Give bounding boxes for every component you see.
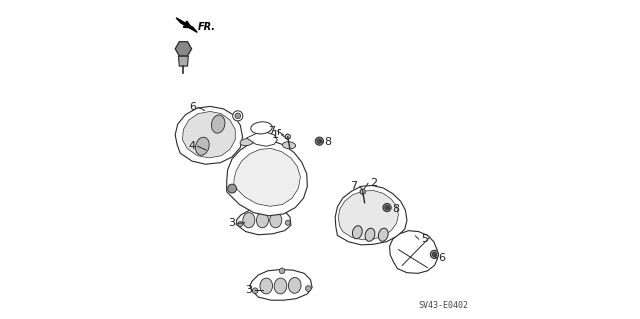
Circle shape [228, 184, 237, 193]
Circle shape [432, 252, 436, 256]
Polygon shape [236, 208, 291, 235]
Circle shape [252, 288, 258, 293]
Text: 1: 1 [272, 130, 279, 140]
Text: SV43-E0402: SV43-E0402 [419, 301, 468, 310]
Text: 8: 8 [324, 137, 332, 147]
Circle shape [285, 220, 291, 225]
Text: 4: 4 [188, 141, 195, 151]
Text: 6: 6 [438, 253, 445, 263]
Polygon shape [176, 18, 197, 33]
Ellipse shape [243, 213, 255, 228]
Text: FR.: FR. [198, 22, 216, 33]
Polygon shape [360, 189, 365, 195]
Circle shape [238, 221, 243, 226]
Polygon shape [175, 42, 191, 56]
Circle shape [383, 204, 391, 212]
Ellipse shape [269, 213, 282, 228]
Polygon shape [227, 141, 307, 216]
Polygon shape [339, 190, 399, 240]
Circle shape [385, 205, 389, 210]
Ellipse shape [251, 122, 272, 134]
Ellipse shape [261, 137, 275, 144]
Circle shape [316, 137, 323, 145]
Polygon shape [179, 56, 188, 66]
Text: 8: 8 [392, 204, 399, 213]
Circle shape [279, 268, 285, 274]
Circle shape [430, 250, 438, 258]
Polygon shape [246, 132, 277, 146]
Ellipse shape [211, 115, 225, 133]
Polygon shape [182, 111, 236, 158]
Polygon shape [250, 270, 312, 300]
Ellipse shape [240, 138, 253, 146]
Ellipse shape [282, 142, 296, 149]
Ellipse shape [257, 213, 268, 228]
Circle shape [233, 111, 243, 121]
Text: 3: 3 [228, 219, 236, 228]
Ellipse shape [289, 278, 301, 293]
Polygon shape [285, 134, 290, 140]
Ellipse shape [196, 137, 209, 155]
Text: 3: 3 [245, 285, 252, 295]
Polygon shape [335, 185, 407, 245]
Polygon shape [175, 106, 243, 164]
Text: 7: 7 [350, 182, 357, 191]
Text: 7: 7 [268, 126, 275, 136]
Ellipse shape [353, 226, 362, 239]
Polygon shape [390, 231, 438, 273]
Text: 6: 6 [189, 102, 196, 112]
Polygon shape [234, 148, 300, 206]
Ellipse shape [365, 228, 375, 241]
Ellipse shape [274, 278, 287, 294]
Text: 5: 5 [421, 234, 428, 244]
Circle shape [235, 113, 241, 119]
Circle shape [317, 139, 321, 143]
Ellipse shape [378, 228, 388, 241]
Text: 2: 2 [371, 178, 378, 188]
Circle shape [305, 286, 311, 291]
Ellipse shape [260, 278, 273, 294]
